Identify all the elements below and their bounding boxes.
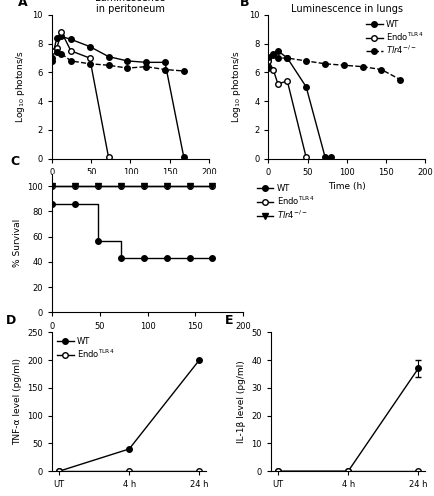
WT xyxy=(56,468,62,474)
Line: $Tlr4^{-/-}$: $Tlr4^{-/-}$ xyxy=(266,53,403,82)
Endo$^{\mathregular{TLR4}}$ xyxy=(285,78,290,84)
WT xyxy=(329,154,334,160)
Endo$^{\mathregular{TLR4}}$ xyxy=(275,81,280,87)
Title: Luminescence in lungs: Luminescence in lungs xyxy=(291,4,403,14)
Text: C: C xyxy=(10,155,19,168)
Text: E: E xyxy=(225,314,233,327)
Y-axis label: % Survival: % Survival xyxy=(13,219,22,267)
$Tlr4^{-/-}$ xyxy=(322,61,328,67)
Line: WT: WT xyxy=(266,48,334,160)
Legend: WT, Endo$^{\mathregular{TLR4}}$, $Tlr4^{-/-}$: WT, Endo$^{\mathregular{TLR4}}$, $Tlr4^{… xyxy=(256,183,315,222)
Y-axis label: Log$_{10}$ photons/s: Log$_{10}$ photons/s xyxy=(230,50,243,124)
$Tlr4^{-/-}$ xyxy=(303,58,309,64)
WT xyxy=(127,446,132,452)
X-axis label: Time (h): Time (h) xyxy=(129,336,166,345)
$Tlr4^{-/-}$ xyxy=(285,55,290,61)
Endo$^{\mathregular{TLR4}}$ xyxy=(303,154,309,160)
Text: A: A xyxy=(18,0,27,9)
Title: Luminescence
in peritoneum: Luminescence in peritoneum xyxy=(95,0,166,14)
Endo$^{\mathregular{TLR4}}$ xyxy=(270,66,276,72)
Line: Endo$^{\mathregular{TLR4}}$: Endo$^{\mathregular{TLR4}}$ xyxy=(266,58,309,160)
Endo$^{\mathregular{TLR4}}$ xyxy=(197,468,202,474)
$Tlr4^{-/-}$ xyxy=(275,55,280,61)
Legend: WT, Endo$^{\mathregular{TLR4}}$: WT, Endo$^{\mathregular{TLR4}}$ xyxy=(56,336,115,361)
Text: D: D xyxy=(6,314,16,327)
WT xyxy=(275,48,280,54)
Endo$^{\mathregular{TLR4}}$ xyxy=(266,58,271,64)
$Tlr4^{-/-}$ xyxy=(379,66,384,72)
WT xyxy=(285,55,290,61)
$Tlr4^{-/-}$ xyxy=(341,62,346,68)
Y-axis label: TNF-α level (pg/ml): TNF-α level (pg/ml) xyxy=(13,358,22,445)
WT xyxy=(270,51,276,57)
$Tlr4^{-/-}$ xyxy=(360,63,365,69)
WT xyxy=(303,84,309,90)
Line: WT: WT xyxy=(56,357,202,474)
Y-axis label: Log$_{10}$ photons/s: Log$_{10}$ photons/s xyxy=(14,50,27,124)
$Tlr4^{-/-}$ xyxy=(398,76,403,82)
$Tlr4^{-/-}$ xyxy=(270,52,276,58)
Endo$^{\mathregular{TLR4}}$ xyxy=(56,468,62,474)
WT xyxy=(266,65,271,71)
Endo$^{\mathregular{TLR4}}$ xyxy=(127,468,132,474)
Legend: WT, Endo$^{\mathregular{TLR4}}$, $Tlr4^{-/-}$: WT, Endo$^{\mathregular{TLR4}}$, $Tlr4^{… xyxy=(365,19,424,57)
WT xyxy=(197,357,202,363)
WT xyxy=(322,154,328,160)
Text: B: B xyxy=(240,0,250,9)
X-axis label: Time (h): Time (h) xyxy=(328,183,366,191)
Line: Endo$^{\mathregular{TLR4}}$: Endo$^{\mathregular{TLR4}}$ xyxy=(56,468,202,474)
X-axis label: Time (h): Time (h) xyxy=(112,183,149,191)
$Tlr4^{-/-}$ xyxy=(266,54,271,60)
Y-axis label: IL-1β level (pg/ml): IL-1β level (pg/ml) xyxy=(237,361,246,443)
